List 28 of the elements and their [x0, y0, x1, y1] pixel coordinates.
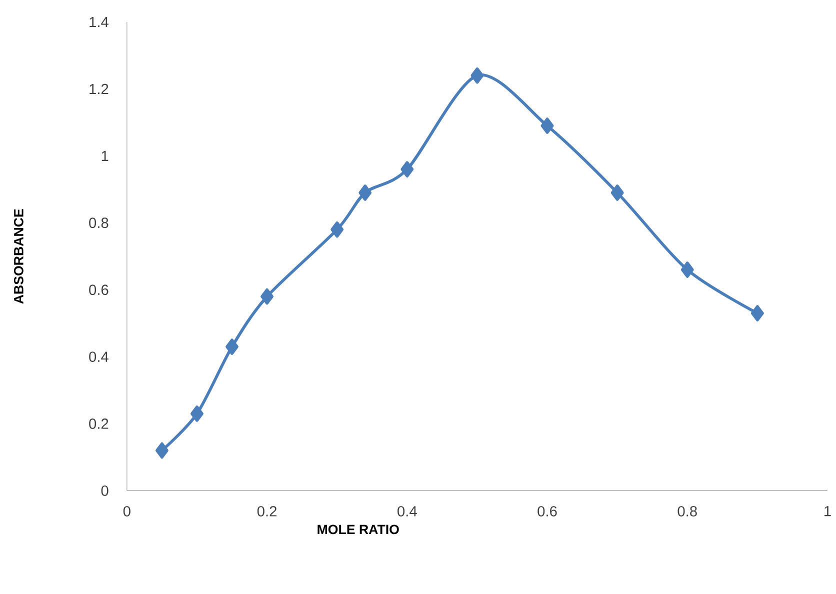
x-tick-label: 0.4	[398, 506, 417, 517]
x-tick-label: 0.6	[538, 506, 557, 517]
y-axis-title: ABSORBANCE	[14, 209, 24, 304]
point	[400, 161, 414, 178]
point	[610, 184, 624, 202]
x-tick-label: 0.8	[678, 506, 697, 517]
point	[470, 68, 484, 84]
x-tick-label: 1	[824, 506, 831, 516]
y-tick-label: 0.6	[89, 284, 108, 296]
point	[680, 262, 694, 278]
point	[190, 406, 204, 422]
y-tick-label: 0.2	[89, 418, 108, 430]
x-tick-label: 0	[123, 506, 130, 517]
y-tick-label: 0.8	[89, 218, 108, 228]
point	[330, 222, 344, 238]
y-tick-label: 1	[102, 151, 108, 162]
point	[540, 118, 554, 134]
y-tick-label: 1.2	[90, 84, 108, 94]
y-tick-label: 0	[101, 486, 108, 496]
point	[750, 305, 764, 322]
x-axis-title: MOLE RATIO	[318, 524, 399, 534]
point	[226, 338, 238, 356]
point	[155, 442, 168, 459]
point	[260, 288, 274, 305]
point	[358, 184, 372, 202]
x-tick-label: 0.2	[257, 506, 276, 517]
y-tick-label: 0.4	[89, 352, 108, 362]
y-tick-label: 1.4	[90, 17, 108, 28]
